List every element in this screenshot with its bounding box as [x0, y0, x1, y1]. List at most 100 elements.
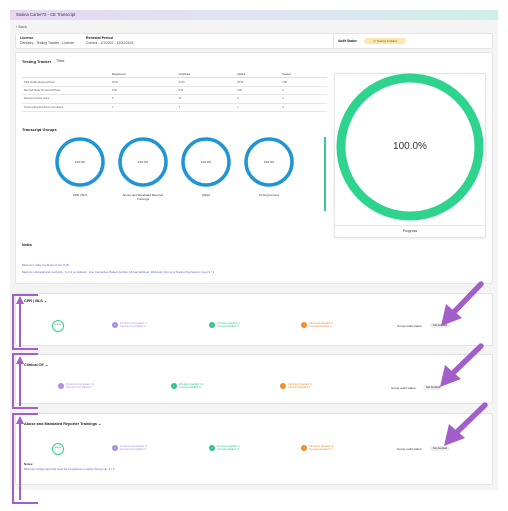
group-audit-badge[interactable]: Not Audited	[430, 446, 450, 451]
hours-applied-icon: ✓	[209, 322, 215, 328]
group-card-abuse-mandated	[15, 413, 493, 485]
table-cell: 5	[110, 94, 177, 104]
table-cell: 33.00	[110, 77, 177, 87]
ring-label: Sc Ergonomics	[258, 193, 280, 197]
table-cell: Max Self Study On Demand Hours	[22, 86, 110, 96]
table-cell: 1	[110, 103, 177, 112]
back-link[interactable]: ‹ Back	[16, 25, 27, 29]
window-title: Sosina Carter73 - CE Transcript	[16, 12, 76, 17]
hours-needed-stat: CE Hours Needed: 0 Courses Needed: 0	[288, 383, 312, 390]
hours-applied-stat: 10 Hours Applied: 0 Courses Applied: 0	[217, 322, 240, 329]
group-title[interactable]: Clinical CE ⌄	[24, 363, 49, 367]
chevron-down-icon: ⌄	[42, 299, 48, 303]
progress-ring	[336, 73, 484, 221]
group-title[interactable]: CPR | BLS ⌄	[24, 299, 48, 303]
divider	[333, 33, 334, 49]
group-notes-title: Notes:	[24, 462, 34, 466]
testing-tracker-table: Requirement Completed Applied Needed Tot…	[22, 72, 327, 112]
table-cell: Courses Required hours not reached	[22, 103, 110, 112]
column-header: Applied	[235, 72, 281, 79]
testing-tracker-title: Testing Tracker	[22, 59, 52, 64]
renewal-period-label: Renewal Period	[86, 36, 113, 40]
back-arrow-icon: ‹	[16, 25, 19, 29]
group-notes-text: Minimum Subgroups that must be completed…	[24, 467, 115, 471]
clock-icon: ◷	[373, 39, 377, 43]
table-cell: 6.00	[176, 86, 236, 96]
hours-needed-icon: !	[301, 445, 307, 451]
hours-needed-icon: !	[280, 383, 286, 389]
audit-status-label: Audit Status	[338, 39, 357, 43]
ring-label: Abuse and Mandated Reporter Trainings	[122, 193, 164, 201]
table-row: Courses Required hours not reached 1 1 1…	[22, 103, 327, 112]
license-info-bar	[15, 33, 493, 49]
column-header: Needed	[280, 72, 327, 79]
license-label: License	[20, 36, 34, 40]
hours-needed-icon: !	[301, 322, 307, 328]
column-header: Requirement	[110, 72, 177, 79]
ring-percent: 100.0%	[137, 160, 149, 164]
transcript-groups-title: Transcript Groups	[22, 127, 57, 132]
table-cell: 1	[176, 103, 236, 112]
ring-label: CPR | BLS	[72, 193, 88, 197]
hours-applied-stat: 10 Hours Applied: 0 Courses Applied: 0	[217, 445, 240, 452]
chevron-down-icon: ⌄	[97, 422, 102, 426]
renewal-period-value: Current - 1/1/2022 - 12/31/2024	[86, 41, 134, 45]
hours-completed-stat: 10 Hours Completed: 11 Courses Completed:…	[66, 383, 94, 390]
group-progress-ring: 100.0%	[52, 443, 64, 455]
table-cell: 0.00	[280, 77, 327, 87]
hours-completed-stat: 10 Hours Completed: 0 Courses Completed: …	[120, 322, 147, 329]
hours-applied-icon: ✓	[171, 383, 177, 389]
group-audit-label: Group audit status:	[397, 447, 423, 451]
table-cell: 8	[235, 94, 281, 104]
divider	[334, 225, 486, 226]
ring-ergonomics[interactable]	[244, 137, 294, 187]
chevron-down-icon: ⌄	[43, 363, 49, 367]
ring-abuse-mandated[interactable]	[118, 137, 168, 187]
table-cell: Total Credits Required Hours	[22, 77, 110, 87]
audit-status-badge: ◷ Testing Audited	[364, 38, 406, 44]
progress-label: Progress	[402, 229, 418, 233]
hours-applied-icon: ✓	[209, 445, 215, 451]
group-audit-badge[interactable]: Not Audited	[430, 323, 450, 328]
group-title[interactable]: Abuse and Mandated Reporter Trainings ⌄	[24, 422, 102, 426]
table-cell: 37.00	[176, 77, 236, 87]
notes-title: Notes	[22, 243, 32, 247]
column-header: Completed	[176, 72, 236, 79]
hours-completed-icon: ✓	[112, 445, 118, 451]
hours-completed-icon: ✓	[112, 322, 118, 328]
ring-osha[interactable]	[181, 137, 231, 187]
license-value: Dentistry - Testing Tracker - License	[20, 41, 75, 45]
testing-tracker-filter[interactable]: Titles	[56, 59, 65, 63]
table-cell: Required Course Count	[22, 94, 110, 104]
table-row: Required Course Count 5 10 8 0	[22, 94, 327, 104]
ring-percent: 100.0%	[263, 160, 275, 164]
table-cell: 1	[235, 103, 281, 112]
group-audit-badge[interactable]: Not Audited	[423, 385, 443, 390]
ring-cpr-bls[interactable]	[55, 137, 105, 187]
note-line: Maximum daily credit hour limit: 8.00	[22, 263, 69, 267]
table-cell: 10	[176, 94, 236, 104]
table-cell: 0	[280, 94, 327, 104]
table-cell: 6.00	[110, 86, 177, 96]
hours-needed-stat: CE Hours Needed: 0 Courses Needed: 0	[309, 445, 333, 452]
ring-percent: 100.0%	[74, 160, 86, 164]
group-audit-label: Group audit status:	[391, 386, 417, 390]
group-progress-ring: 100.0%	[52, 320, 64, 332]
hours-needed-stat: CE Hours Needed: 0 Courses Needed: 0	[309, 322, 333, 329]
progress-percent: 100.0%	[393, 141, 427, 152]
ring-label: OSHA	[201, 193, 211, 197]
table-row: Total Credits Required Hours 33.00 37.00…	[22, 77, 327, 87]
table-cell: 38.00	[235, 77, 281, 87]
group-audit-label: Group audit status:	[397, 324, 423, 328]
ring-percent: 100.0%	[200, 160, 212, 164]
table-header-row: Requirement Completed Applied Needed	[22, 72, 327, 79]
table-cell: 0	[280, 103, 327, 112]
note-line: Maximum Educational methods - 3 of 2 com…	[22, 270, 214, 274]
table-cell: 6	[280, 86, 327, 96]
group-card-cpr-bls	[15, 293, 493, 346]
column-header	[22, 72, 110, 79]
table-cell: 0.00	[235, 86, 281, 96]
scroll-indicator[interactable]	[324, 137, 326, 211]
window-titlebar: Sosina Carter73 - CE Transcript	[10, 10, 498, 20]
